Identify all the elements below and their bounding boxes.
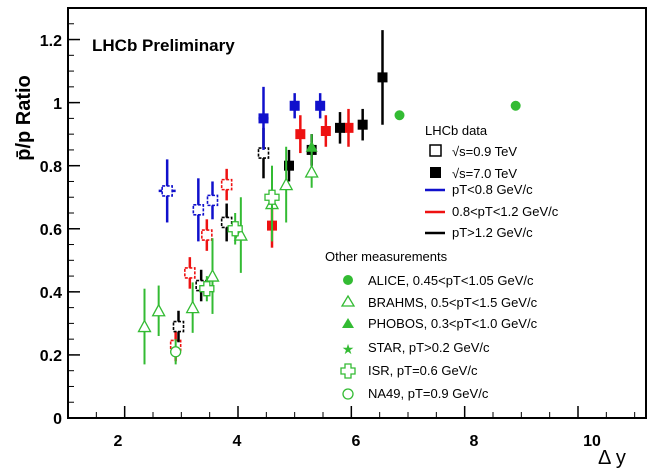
data-point — [185, 300, 200, 314]
data-point — [289, 100, 300, 111]
y-tick-label: 0 — [53, 411, 62, 428]
x-tick-labels: 2 4 6 8 10 — [114, 433, 601, 450]
y-tick-label: 1.2 — [40, 33, 62, 50]
chart-title: LHCb Preliminary — [92, 36, 235, 55]
legend-alice-marker — [343, 275, 353, 285]
data-point — [357, 119, 368, 130]
data-point — [172, 320, 185, 333]
data-point — [284, 160, 294, 171]
data-point — [315, 100, 326, 111]
legend-isr: ISR, pT=0.6 GeV/c — [368, 363, 478, 378]
y-tick-label: 0.4 — [40, 285, 62, 302]
data-point — [320, 126, 331, 136]
legend-phobos: PHOBOS, 0.3<pT<1.0 GeV/c — [368, 316, 538, 331]
y-axis-label: p̄/p Ratio — [13, 75, 35, 161]
data-point — [343, 122, 354, 133]
legend-other: Other measurements ALICE, 0.45<pT<1.05 G… — [325, 249, 538, 401]
legend-filled-square-marker — [430, 167, 441, 178]
legend-alice: ALICE, 0.45<pT<1.05 GeV/c — [368, 273, 534, 288]
legend-lhcb: LHCb data √s=0.9 TeV √s=7.0 TeV pT<0.8 G… — [425, 123, 559, 240]
series-alice — [394, 100, 521, 121]
data-point — [279, 177, 294, 191]
x-tick-label: 8 — [470, 433, 479, 450]
data-point — [510, 100, 521, 111]
legend-na49: NA49, pT=0.9 GeV/c — [368, 386, 489, 401]
data-point — [170, 346, 182, 358]
data-point — [305, 140, 318, 152]
legend-brahms: BRAHMS, 0.5<pT<1.5 GeV/c — [368, 295, 538, 310]
legend-pt-low: pT<0.8 GeV/c — [452, 182, 533, 197]
series-lhcb-0-9-tev-0-8-pt-1-2 — [169, 168, 233, 362]
data-point — [220, 178, 233, 191]
data-point — [295, 129, 306, 140]
legend-star: STAR, pT>0.2 GeV/c — [368, 340, 490, 355]
data-point — [192, 204, 205, 216]
legend-isr-marker — [340, 363, 356, 379]
data-point — [264, 189, 280, 205]
data-point — [161, 185, 173, 197]
data-point — [227, 221, 243, 237]
data-point — [199, 281, 215, 297]
data-points — [137, 30, 521, 365]
legend-other-title: Other measurements — [325, 249, 448, 264]
legend-energy-70: √s=7.0 TeV — [452, 166, 517, 181]
series-phobos — [305, 134, 318, 160]
x-tick-label: 2 — [114, 433, 123, 450]
data-point — [151, 303, 166, 317]
axis-ticks — [67, 23, 636, 419]
plot-frame — [67, 7, 647, 419]
series-brahms — [137, 146, 319, 365]
y-tick-label: 0.6 — [40, 222, 62, 239]
legend-pt-mid: 0.8<pT<1.2 GeV/c — [452, 204, 559, 219]
series-na49 — [170, 339, 182, 365]
data-point — [394, 110, 405, 121]
y-tick-label: 1 — [53, 96, 62, 113]
legend-star-marker: ★ — [342, 342, 355, 358]
legend-na49-marker — [342, 388, 354, 400]
data-point — [304, 164, 319, 178]
x-tick-label: 6 — [352, 433, 361, 450]
y-tick-label: 0.2 — [40, 348, 62, 365]
data-point — [205, 268, 220, 282]
legend-brahms-marker — [340, 294, 356, 307]
data-point — [258, 113, 269, 124]
legend-open-square-marker — [429, 144, 442, 157]
x-tick-label: 4 — [233, 433, 242, 450]
data-point — [206, 194, 219, 207]
y-tick-labels: 0 0.2 0.4 0.6 0.8 1 1.2 — [40, 33, 62, 428]
legend-energy-09: √s=0.9 TeV — [452, 144, 517, 159]
data-point — [137, 319, 152, 333]
data-point — [201, 229, 213, 241]
series-lhcb-0-9-tev-pt-0-8 — [158, 159, 219, 242]
legend-phobos-marker — [342, 318, 354, 328]
data-point — [335, 122, 345, 133]
legend-pt-high: pT>1.2 GeV/c — [452, 225, 533, 240]
series-isr — [199, 175, 280, 302]
x-axis-label: Δ y — [598, 447, 626, 469]
y-tick-label: 0.8 — [40, 159, 62, 176]
series-lhcb-7-tev-pt-0-8 — [258, 86, 326, 150]
data-point — [184, 267, 196, 279]
data-point — [377, 72, 388, 83]
legend-lhcb-title: LHCb data — [425, 123, 488, 138]
x-tick-label: 10 — [583, 433, 601, 450]
